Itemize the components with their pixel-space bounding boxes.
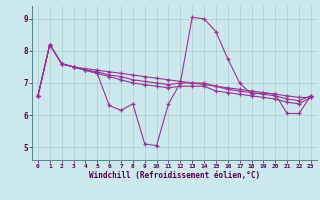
X-axis label: Windchill (Refroidissement éolien,°C): Windchill (Refroidissement éolien,°C) — [89, 171, 260, 180]
